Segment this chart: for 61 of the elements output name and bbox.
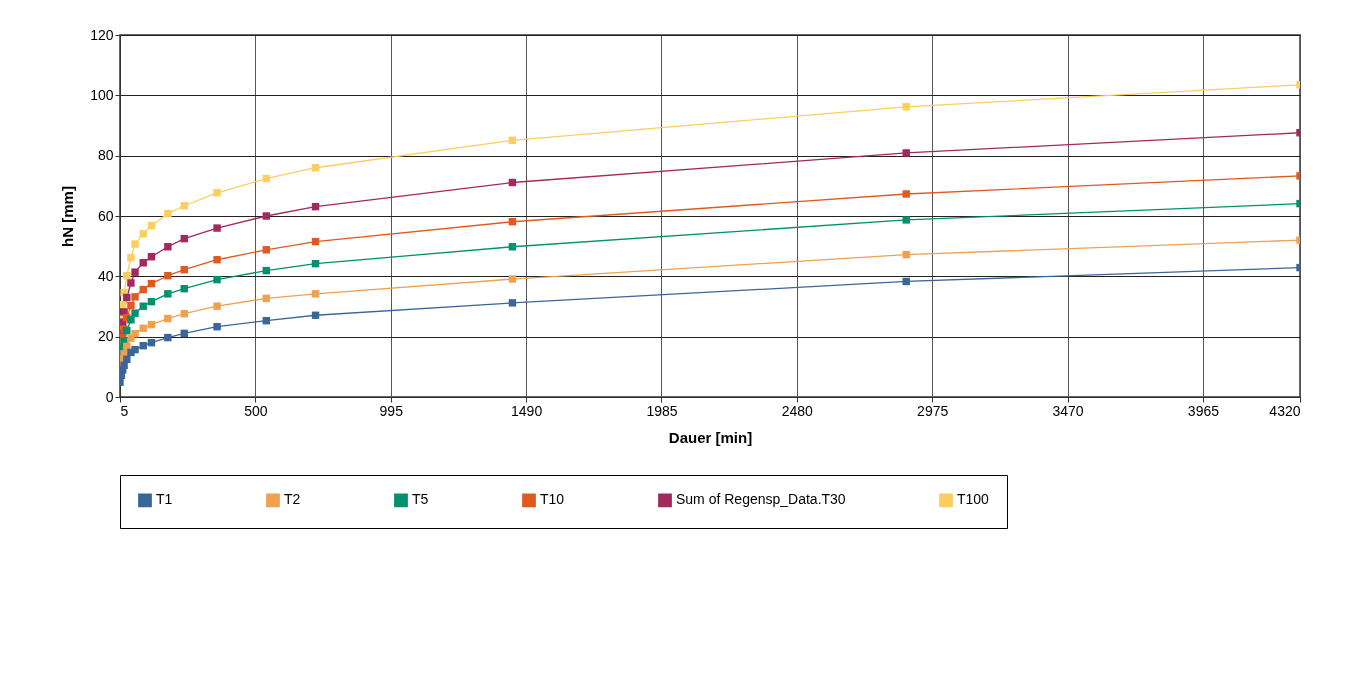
point xyxy=(123,355,131,363)
point xyxy=(123,272,131,280)
y-tick-label: 40 xyxy=(97,267,114,284)
y-tick-label: 120 xyxy=(90,26,114,43)
point xyxy=(139,302,147,310)
y-tick-label: 20 xyxy=(97,328,114,345)
point xyxy=(213,256,221,264)
y-tick-label: 80 xyxy=(97,147,114,164)
point xyxy=(902,216,910,224)
point xyxy=(213,189,221,197)
legend-label: T5 xyxy=(412,491,429,508)
point xyxy=(902,190,910,198)
legend-label: T100 xyxy=(957,491,990,508)
point xyxy=(131,268,139,276)
point xyxy=(127,301,135,310)
x-tick-label: 2975 xyxy=(917,402,949,419)
point xyxy=(123,342,131,351)
point xyxy=(131,293,139,301)
point xyxy=(213,302,221,310)
x-tick-label: 5 xyxy=(120,402,129,419)
y-tick-label: 0 xyxy=(105,388,114,405)
point xyxy=(164,209,172,218)
x-tick-label: 3470 xyxy=(1052,402,1084,419)
point xyxy=(127,253,135,262)
point xyxy=(127,279,135,287)
legend-label: T10 xyxy=(540,491,565,508)
point xyxy=(164,243,172,251)
point xyxy=(213,323,221,331)
point xyxy=(164,272,172,280)
point xyxy=(131,309,139,317)
point xyxy=(508,299,517,307)
x-tick-label: 3965 xyxy=(1187,402,1220,419)
point xyxy=(164,333,172,342)
point xyxy=(508,275,517,283)
point xyxy=(262,212,271,220)
x-tick-label: 2480 xyxy=(781,402,814,419)
y-tick-label: 100 xyxy=(90,86,114,103)
x-tick-label: 995 xyxy=(379,402,404,419)
y-tick-label: 60 xyxy=(97,207,114,224)
x-tick-label: 1985 xyxy=(646,402,678,419)
point xyxy=(311,290,320,298)
point xyxy=(139,230,147,238)
point xyxy=(127,316,135,324)
x-tick-label: 4320 xyxy=(1269,402,1301,419)
point xyxy=(131,329,139,338)
point xyxy=(902,149,910,157)
point xyxy=(902,103,910,111)
y-axis-title: hN [mm] xyxy=(59,186,77,247)
x-axis-title: Dauer [min] xyxy=(668,428,753,446)
point xyxy=(164,290,172,298)
x-tick-label: 1490 xyxy=(511,402,543,419)
point xyxy=(213,275,221,284)
point xyxy=(123,293,131,302)
legend-label: T2 xyxy=(284,491,301,508)
point xyxy=(164,314,172,323)
legend-label: Sum of Regensp_Data.T30 xyxy=(676,491,846,508)
x-tick-label: 500 xyxy=(244,402,268,419)
point xyxy=(131,345,139,354)
legend-label: T1 xyxy=(156,491,173,508)
point xyxy=(213,224,221,232)
point xyxy=(131,240,139,248)
